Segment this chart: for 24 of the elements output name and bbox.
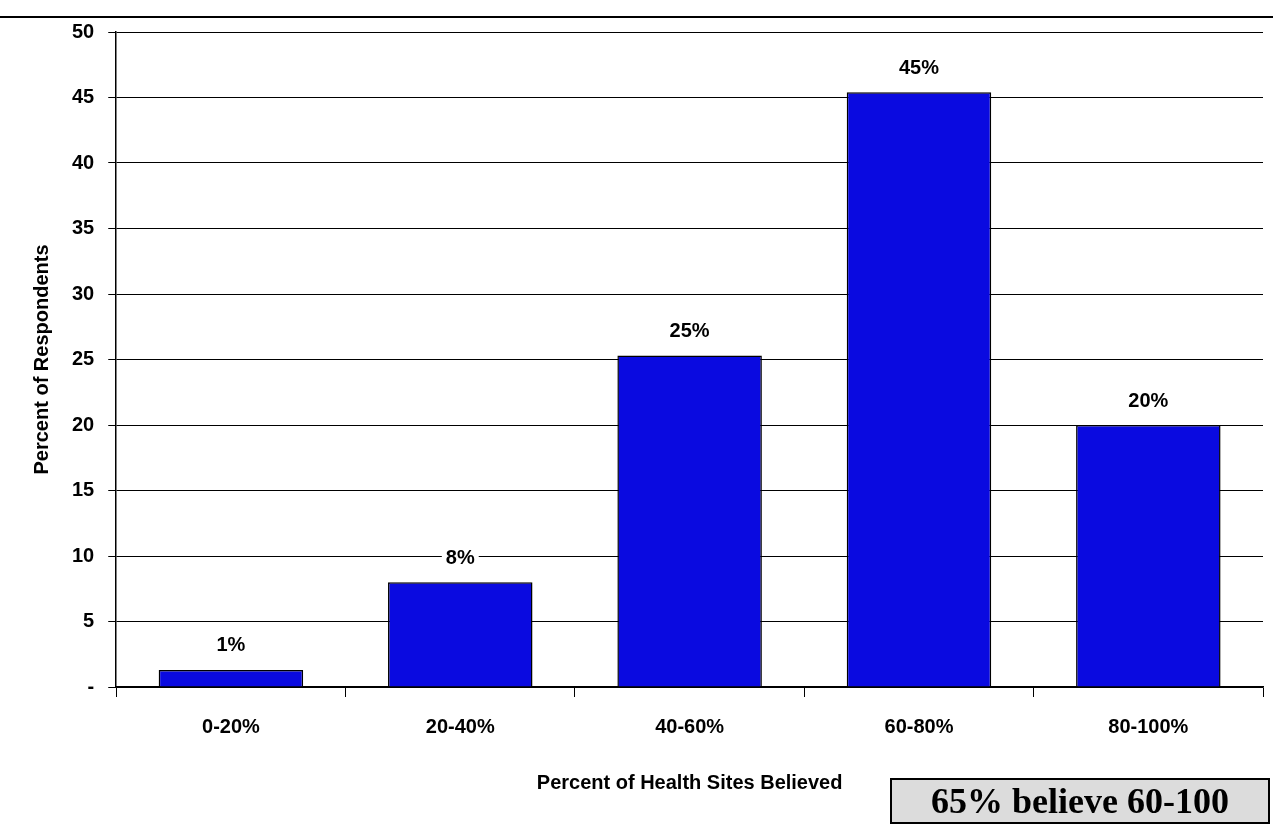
text: 65% believe 60-100 — [890, 778, 1270, 824]
data-label: 1% — [216, 633, 246, 656]
y-tick-label: 25 — [72, 347, 95, 370]
x-tick-label: 40-60% — [655, 714, 725, 737]
data-label: 25% — [669, 319, 710, 342]
y-tick-label: - — [87, 674, 95, 697]
y-tick-label: 15 — [72, 478, 95, 501]
data-label: 20% — [1128, 388, 1169, 411]
x-tick-label: 60-80% — [884, 714, 954, 737]
y-tick-label: 40 — [72, 150, 95, 173]
y-tick-label: 30 — [72, 281, 95, 304]
x-tick-label: 20-40% — [425, 714, 495, 737]
x-axis-title: Percent of Health Sites Believed — [536, 770, 843, 793]
y-tick-label: 10 — [72, 543, 95, 566]
y-tick-label: 50 — [72, 19, 95, 42]
data-label: 8% — [445, 545, 475, 568]
y-tick-label: 20 — [72, 412, 95, 435]
data-label: 45% — [898, 55, 940, 78]
x-tick-label: 80-100% — [1108, 714, 1189, 737]
y-tick-label: 5 — [83, 609, 95, 632]
y-tick-label: 35 — [72, 216, 95, 239]
x-tick-label: 0-20% — [202, 714, 261, 737]
y-tick-label: 45 — [72, 85, 95, 108]
y-axis-title: Percent of Respondents — [29, 244, 52, 475]
